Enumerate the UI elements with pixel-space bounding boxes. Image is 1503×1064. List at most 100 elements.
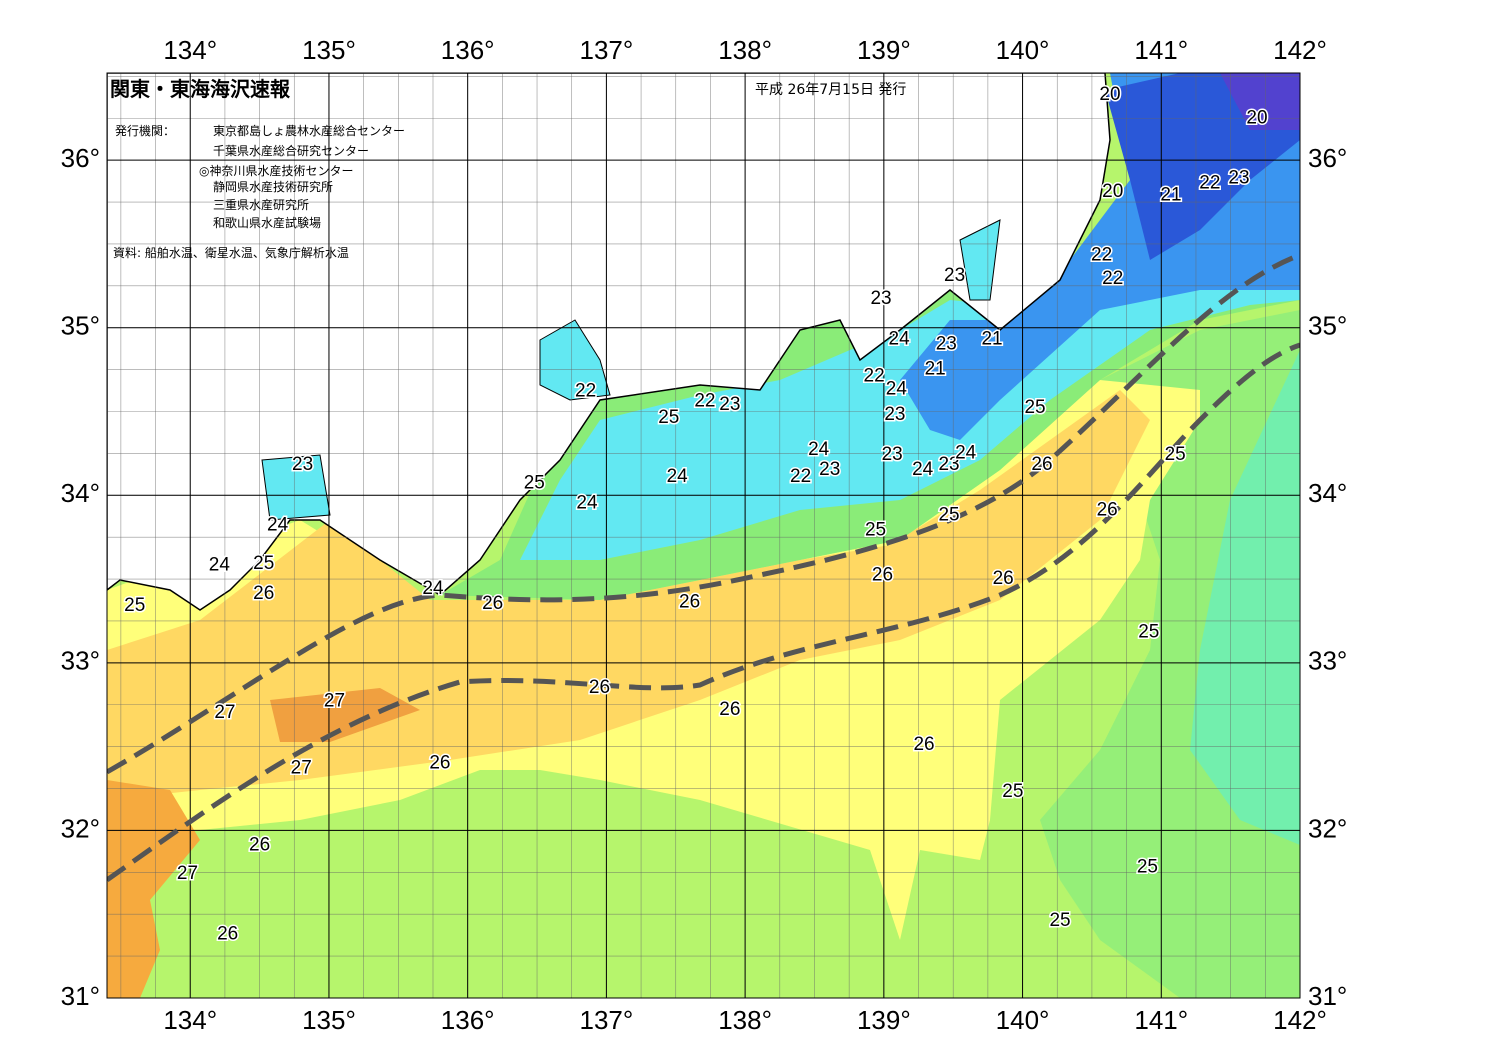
x-tick-label: 140° xyxy=(996,1005,1050,1035)
contour-label: 27 xyxy=(214,702,235,723)
x-tick-label: 134° xyxy=(163,1005,217,1035)
contour-label: 23 xyxy=(936,333,957,354)
x-tick-label: 139° xyxy=(857,1005,911,1035)
sst-zone xyxy=(1040,310,1300,998)
contour-label: 26 xyxy=(253,583,274,604)
x-tick-label: 135° xyxy=(302,1005,356,1035)
sst-field xyxy=(107,73,1300,998)
contour-label: 22 xyxy=(790,466,811,487)
contour-label: 23 xyxy=(819,459,840,480)
contour-label: 23 xyxy=(719,394,740,415)
contour-label: 25 xyxy=(124,595,145,616)
contour-label: 21 xyxy=(925,359,946,380)
contour-label: 20 xyxy=(1246,107,1267,128)
contour-label: 22 xyxy=(575,380,596,401)
contour-label: 27 xyxy=(291,757,312,778)
contour-label: 25 xyxy=(865,519,886,540)
x-tick-label: 137° xyxy=(580,1005,634,1035)
y-tick-label: 34° xyxy=(1308,478,1347,508)
contour-label: 23 xyxy=(884,404,905,425)
contour-label: 26 xyxy=(913,734,934,755)
contour-label: 25 xyxy=(524,473,545,494)
contour-label: 22 xyxy=(1091,245,1112,266)
y-tick-label: 35° xyxy=(61,311,100,341)
contour-label: 24 xyxy=(576,493,598,514)
contour-label: 23 xyxy=(944,265,965,286)
contour-label: 25 xyxy=(1024,397,1045,418)
x-tick-label: 135° xyxy=(302,35,356,65)
contour-label: 23 xyxy=(882,444,903,465)
contour-label: 26 xyxy=(679,592,700,613)
y-tick-label: 32° xyxy=(61,813,100,843)
issuer: 静岡県水産技術研究所 xyxy=(213,179,333,194)
contour-label: 25 xyxy=(658,407,679,428)
contour-label: 26 xyxy=(719,699,740,720)
source: 資料: 船舶水温、衛星水温、気象庁解析水温 xyxy=(113,245,349,260)
x-tick-label: 140° xyxy=(996,35,1050,65)
issuer: ◎神奈川県水産技術センター xyxy=(199,163,353,178)
x-tick-label: 141° xyxy=(1134,35,1188,65)
x-tick-label: 138° xyxy=(718,35,772,65)
x-tick-label: 136° xyxy=(441,1005,495,1035)
issuer: 東京都島しょ農林水産総合センター xyxy=(213,123,405,138)
x-tick-label: 134° xyxy=(163,35,217,65)
bay xyxy=(261,454,331,521)
y-tick-label: 31° xyxy=(1308,981,1347,1011)
contour-label: 26 xyxy=(1097,499,1118,520)
contour-label: 25 xyxy=(253,553,274,574)
contour-label: 23 xyxy=(1228,168,1249,189)
contour-label: 26 xyxy=(589,677,610,698)
contour-label: 20 xyxy=(1102,181,1123,202)
contour-label: 21 xyxy=(1160,184,1181,205)
contour-label: 22 xyxy=(1199,173,1220,194)
contour-label: 25 xyxy=(1049,910,1070,931)
contour-label: 23 xyxy=(938,454,959,475)
frame xyxy=(106,72,1301,999)
contour-label: 26 xyxy=(429,752,450,773)
contour-label: 24 xyxy=(889,328,911,349)
contour-label: 26 xyxy=(482,593,503,614)
x-tick-label: 142° xyxy=(1273,1005,1327,1035)
issuer-label: 発行機関： xyxy=(115,123,175,138)
x-tick-label: 142° xyxy=(1273,35,1327,65)
contour-label: 22 xyxy=(694,390,715,411)
contour-label: 27 xyxy=(177,863,198,884)
contour-label: 24 xyxy=(267,514,289,535)
y-tick-label: 34° xyxy=(61,478,100,508)
contour-label: 25 xyxy=(1165,444,1186,465)
contour-label: 22 xyxy=(864,365,885,386)
sst-zone xyxy=(107,780,200,998)
x-tick-label: 136° xyxy=(441,35,495,65)
sst-zone xyxy=(1220,73,1300,130)
y-tick-label: 33° xyxy=(1308,646,1347,676)
contour-label: 26 xyxy=(993,568,1014,589)
x-tick-label: 137° xyxy=(580,35,634,65)
issuer: 三重県水産研究所 xyxy=(213,197,309,212)
contour-label: 26 xyxy=(872,565,893,586)
contour-label: 24 xyxy=(912,459,934,480)
contour-label: 24 xyxy=(886,379,908,400)
issuer: 和歌山県水産試験場 xyxy=(213,215,321,230)
contour-label: 26 xyxy=(249,835,270,856)
contour-label: 26 xyxy=(1031,454,1052,475)
contour-label: 25 xyxy=(938,504,959,525)
contour-label: 25 xyxy=(1002,781,1023,802)
issuer: 千葉県水産総合研究センター xyxy=(213,143,369,158)
grid xyxy=(107,73,1300,998)
contour-label: 24 xyxy=(955,442,977,463)
y-tick-label: 36° xyxy=(1308,143,1347,173)
x-tick-label: 139° xyxy=(857,35,911,65)
contour-label: 26 xyxy=(217,923,238,944)
title: 関東・東海海沢速報 xyxy=(110,77,291,101)
kuroshio-axis xyxy=(107,342,1300,883)
contour-label: 24 xyxy=(209,555,231,576)
x-tick-label: 141° xyxy=(1134,1005,1188,1035)
sst-zone xyxy=(270,688,420,742)
land xyxy=(107,73,1111,611)
bay xyxy=(959,219,1001,301)
contour-label: 20 xyxy=(1099,84,1120,105)
sst-zone xyxy=(520,260,1300,560)
